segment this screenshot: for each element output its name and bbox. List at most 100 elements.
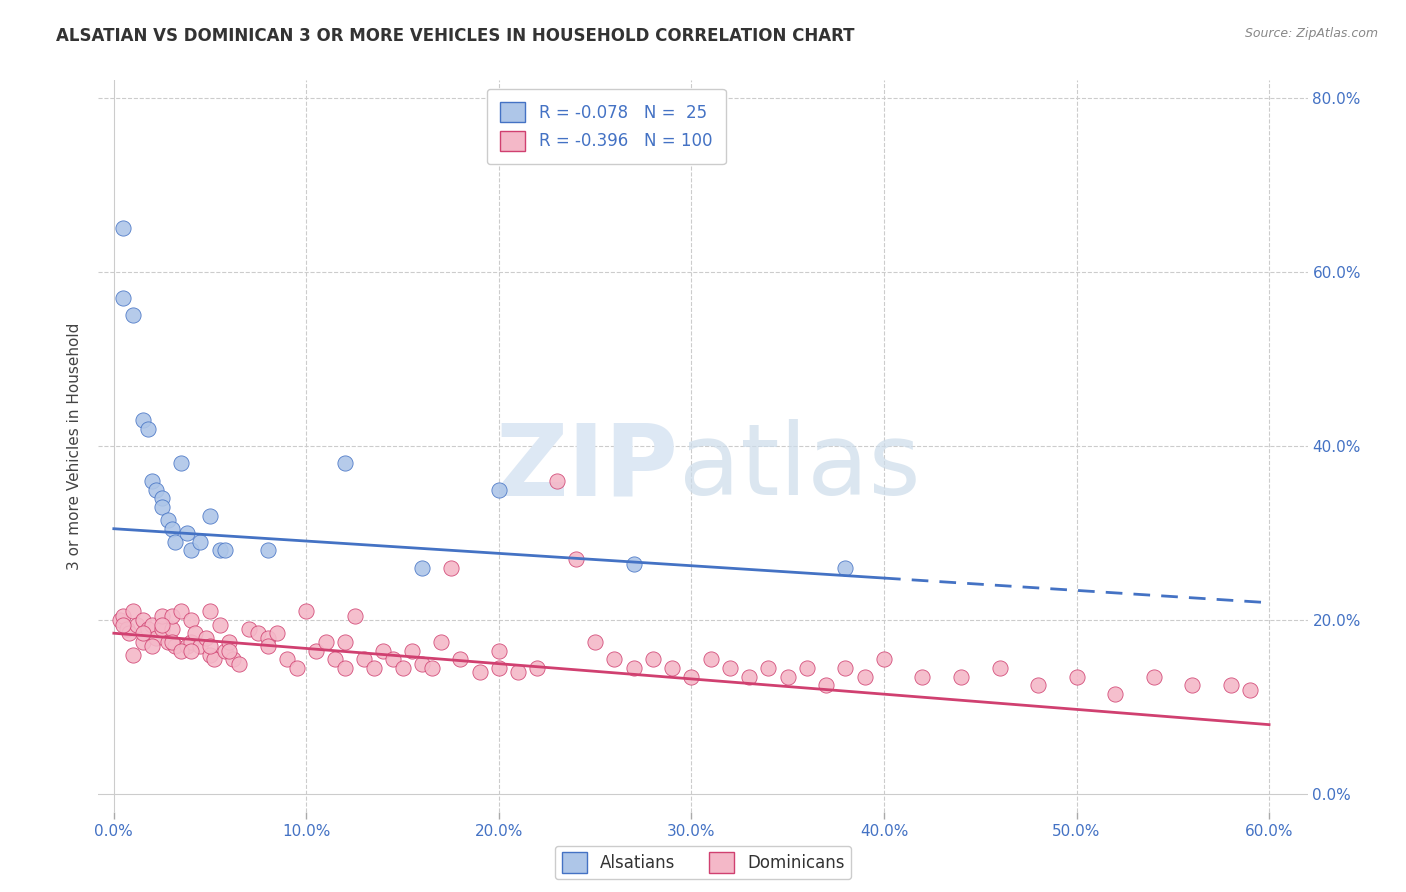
Point (165, 534, 187, 549)
Text: atlas: atlas (679, 419, 921, 516)
Point (1181, 678, 1204, 692)
Point (718, 661, 741, 675)
Point (257, 631, 280, 645)
Y-axis label: 3 or more Vehicles in Household: 3 or more Vehicles in Household (67, 322, 83, 570)
Point (183, 626, 205, 640)
Point (122, 309, 145, 323)
Point (156, 635, 179, 649)
Point (257, 543, 280, 558)
Point (834, 661, 856, 675)
Point (108, 613, 131, 627)
Point (150, 491, 173, 506)
Point (333, 661, 356, 675)
Point (1066, 670, 1088, 684)
Point (238, 622, 260, 636)
Point (323, 652, 346, 666)
Point (333, 635, 356, 649)
Point (131, 626, 153, 640)
Point (546, 474, 568, 488)
Point (150, 617, 173, 632)
Legend: R = -0.078   N =  25, R = -0.396   N = 100: R = -0.078 N = 25, R = -0.396 N = 100 (486, 88, 725, 164)
Point (198, 640, 221, 654)
Point (141, 640, 163, 654)
Point (353, 652, 375, 666)
Point (508, 665, 530, 680)
Point (758, 661, 780, 675)
Point (117, 622, 139, 636)
Point (699, 652, 721, 666)
Point (170, 604, 193, 618)
Point (112, 617, 135, 632)
Point (195, 631, 218, 645)
Point (131, 413, 153, 427)
Point (150, 622, 173, 636)
Point (295, 604, 318, 618)
Point (170, 643, 193, 657)
Point (112, 291, 135, 305)
Point (641, 652, 664, 666)
Point (125, 617, 148, 632)
Point (198, 604, 221, 618)
Point (202, 652, 225, 666)
Point (145, 483, 167, 497)
Point (401, 643, 423, 657)
Point (112, 221, 135, 235)
Point (1239, 682, 1261, 697)
Text: ALSATIAN VS DOMINICAN 3 OR MORE VEHICLES IN HOUSEHOLD CORRELATION CHART: ALSATIAN VS DOMINICAN 3 OR MORE VEHICLES… (56, 27, 855, 45)
Point (815, 678, 838, 692)
Point (176, 526, 198, 541)
Point (176, 640, 198, 654)
Point (141, 474, 163, 488)
Point (603, 652, 626, 666)
Point (430, 635, 453, 649)
Point (796, 661, 818, 675)
Point (122, 648, 145, 662)
Point (165, 640, 187, 654)
Point (623, 557, 645, 571)
Point (315, 635, 337, 649)
Point (738, 670, 761, 684)
Point (449, 652, 471, 666)
Point (170, 457, 193, 471)
Point (180, 635, 202, 649)
Point (363, 661, 385, 675)
Point (141, 617, 163, 632)
Point (131, 635, 153, 649)
Point (138, 622, 160, 636)
Point (160, 635, 183, 649)
Point (834, 561, 856, 575)
Point (218, 635, 240, 649)
Point (285, 661, 308, 675)
Point (526, 661, 548, 675)
Point (681, 670, 703, 684)
Point (1219, 678, 1241, 692)
Point (873, 652, 896, 666)
Point (776, 670, 799, 684)
Point (160, 608, 183, 623)
Legend: Alsatians, Dominicans: Alsatians, Dominicans (555, 846, 851, 880)
Point (565, 552, 588, 566)
Point (1026, 678, 1049, 692)
Point (583, 635, 606, 649)
Point (180, 613, 202, 627)
Point (623, 661, 645, 675)
Point (333, 457, 356, 471)
Point (411, 561, 433, 575)
Point (1142, 670, 1164, 684)
Text: ZIP: ZIP (496, 419, 679, 516)
Point (118, 626, 141, 640)
Point (228, 657, 250, 671)
Point (180, 543, 202, 558)
Text: Source: ZipAtlas.com: Source: ZipAtlas.com (1244, 27, 1378, 40)
Point (373, 643, 395, 657)
Point (488, 661, 510, 675)
Point (343, 608, 366, 623)
Point (180, 643, 202, 657)
Point (382, 652, 405, 666)
Point (145, 631, 167, 645)
Point (190, 640, 212, 654)
Point (488, 643, 510, 657)
Point (160, 622, 183, 636)
Point (950, 670, 973, 684)
Point (214, 643, 236, 657)
